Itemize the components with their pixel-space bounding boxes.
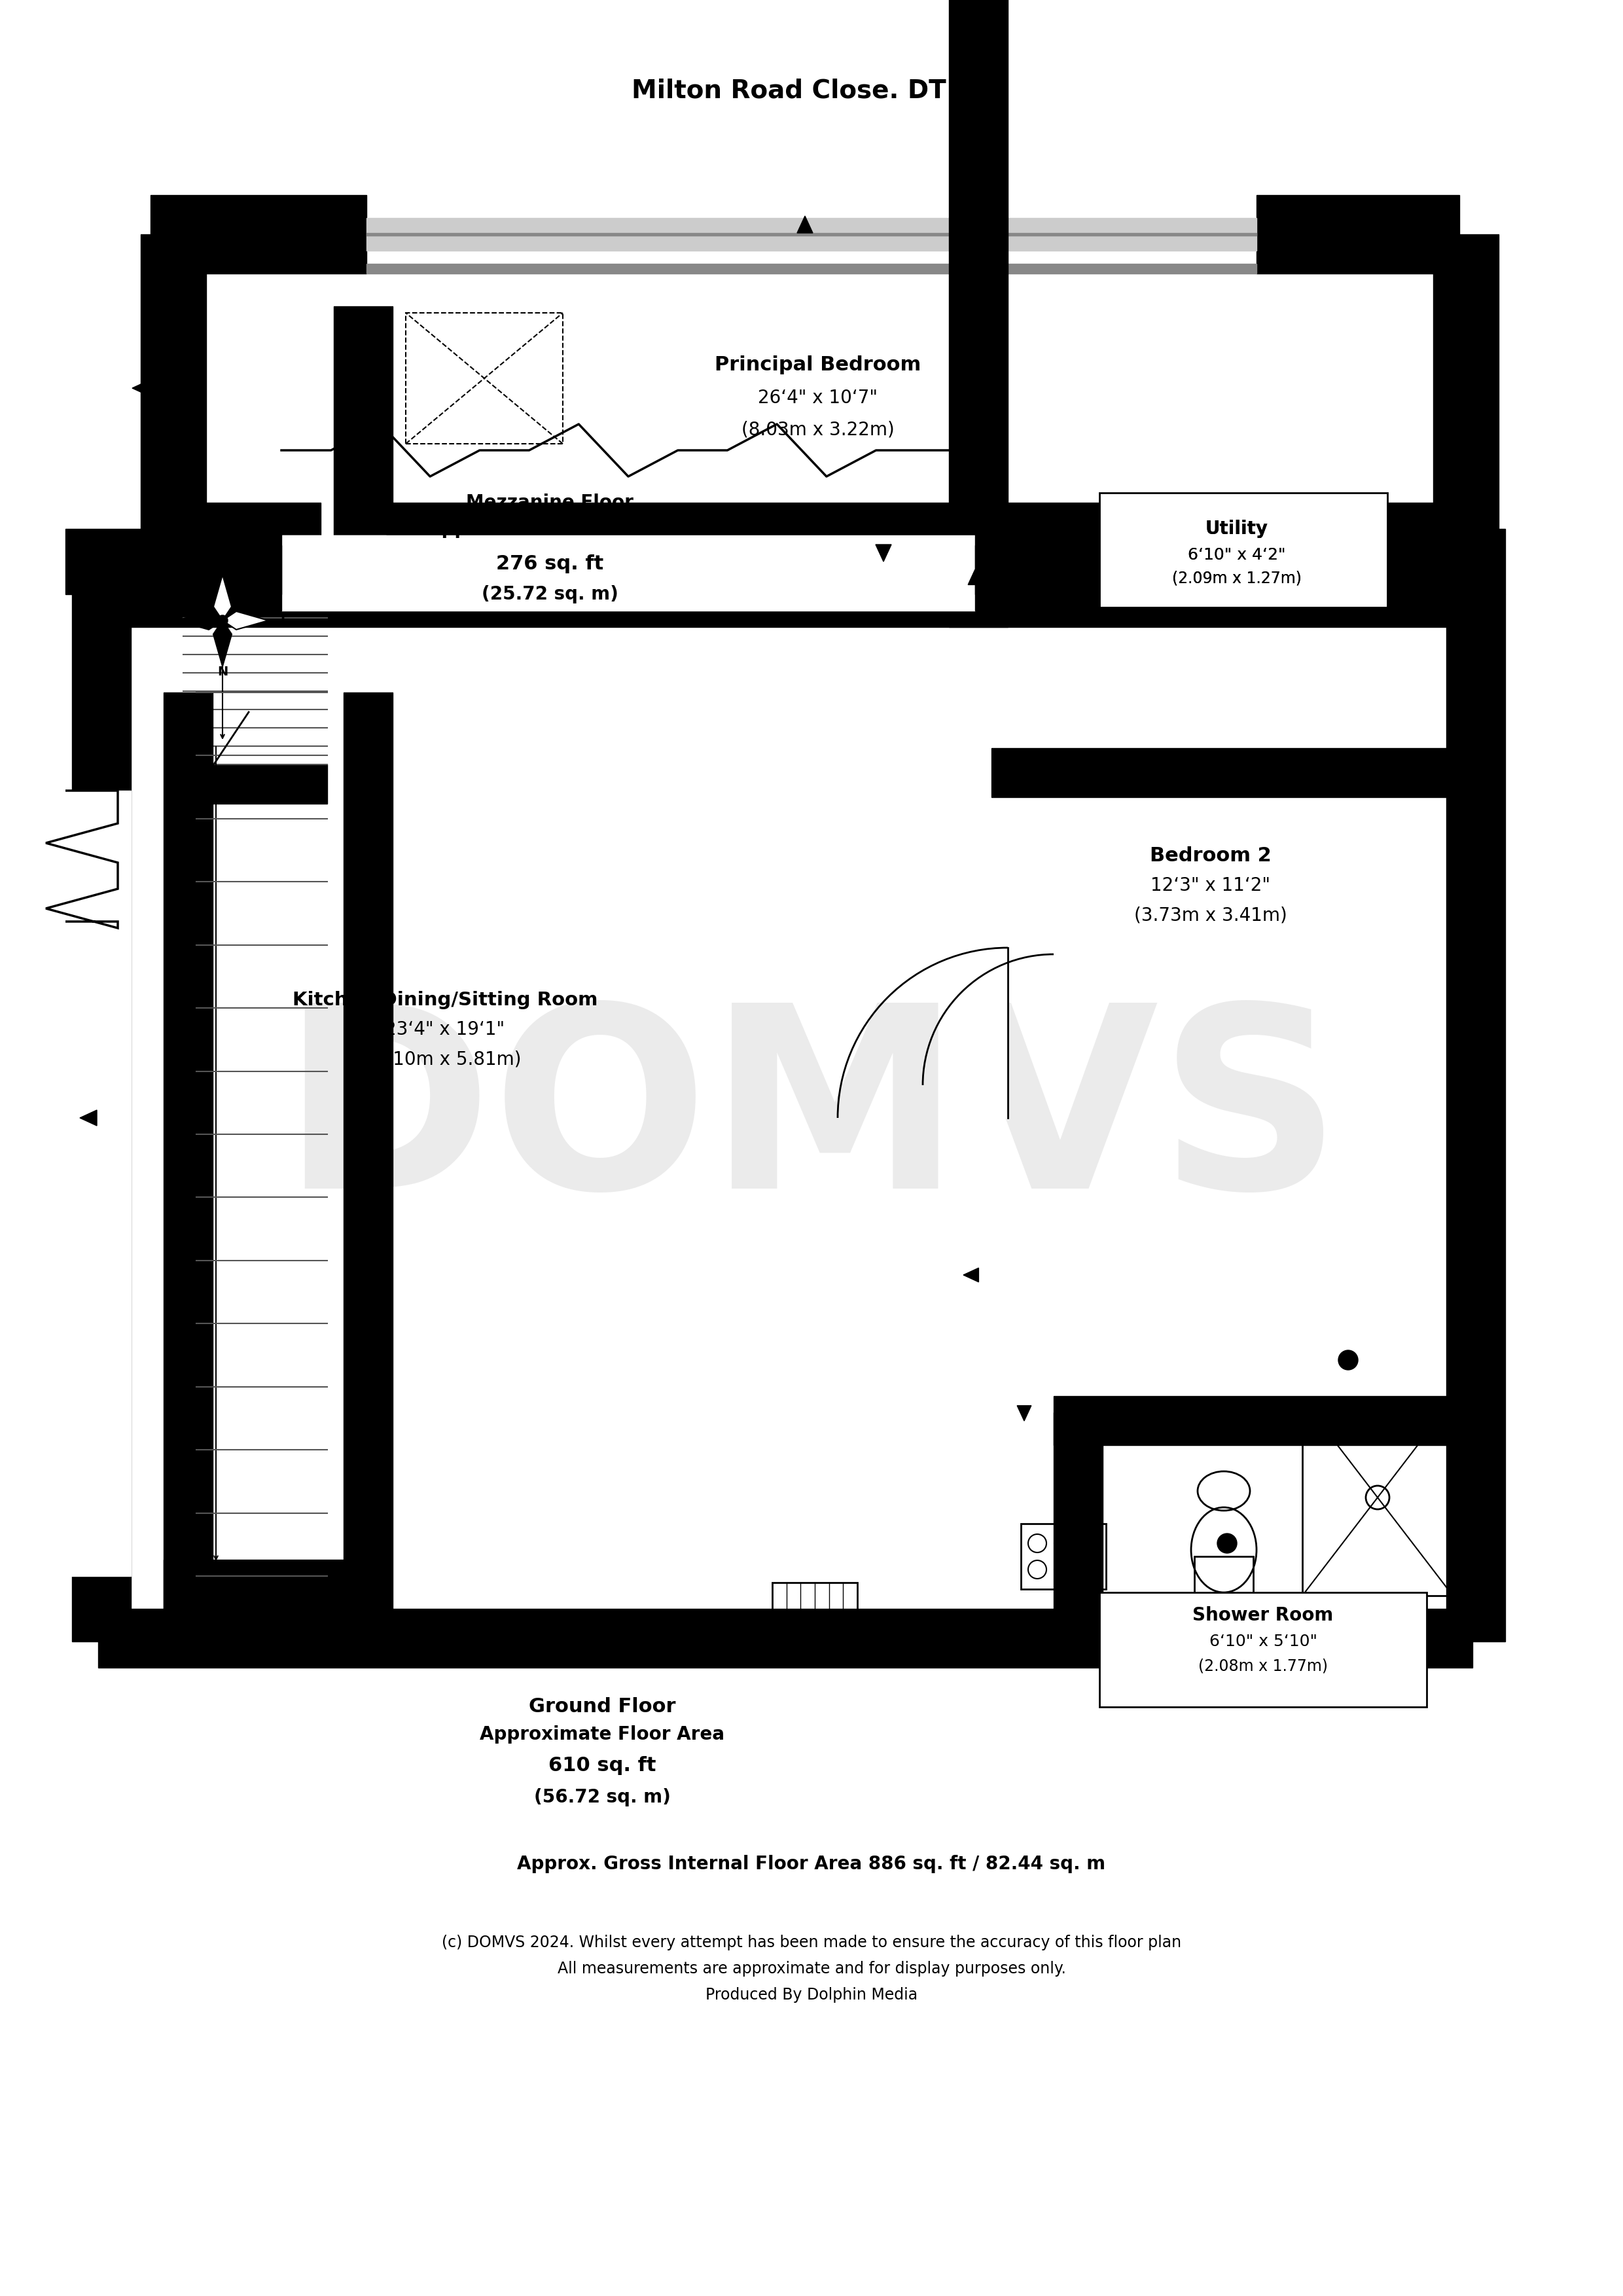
- Text: E: E: [281, 615, 289, 627]
- Text: Bedroom 2: Bedroom 2: [1151, 847, 1271, 866]
- Bar: [97, 567, 1472, 627]
- Bar: [1446, 595, 1505, 1642]
- Polygon shape: [1018, 1405, 1031, 1421]
- Text: (2.09m x 1.27m): (2.09m x 1.27m): [1172, 569, 1302, 585]
- Bar: [949, 0, 1008, 627]
- Bar: [1256, 195, 1459, 273]
- Text: Produced By Dolphin Media: Produced By Dolphin Media: [706, 1986, 917, 2002]
- Bar: [1302, 1398, 1453, 1596]
- Circle shape: [1339, 1350, 1358, 1371]
- Bar: [65, 528, 281, 595]
- Bar: [164, 1559, 360, 1609]
- Polygon shape: [131, 381, 149, 395]
- Bar: [354, 503, 1459, 581]
- Text: (3.73m x 3.41m): (3.73m x 3.41m): [1134, 907, 1287, 925]
- Text: (2.08m x 1.77m): (2.08m x 1.77m): [1198, 1658, 1328, 1674]
- Text: Principal Bedroom: Principal Bedroom: [714, 356, 922, 374]
- Polygon shape: [876, 544, 891, 563]
- Bar: [183, 535, 386, 602]
- Polygon shape: [516, 1644, 531, 1660]
- Polygon shape: [1079, 1405, 1094, 1421]
- Text: Approx. Gross Internal Floor Area 886 sq. ft / 82.44 sq. m: Approx. Gross Internal Floor Area 886 sq…: [518, 1855, 1105, 1874]
- Polygon shape: [964, 1267, 979, 1281]
- Polygon shape: [1235, 1644, 1251, 1660]
- Text: Shower Room: Shower Room: [1193, 1607, 1334, 1626]
- Bar: [71, 595, 131, 1642]
- Text: 6‘10" x 4‘2": 6‘10" x 4‘2": [1188, 546, 1285, 563]
- Bar: [406, 312, 563, 443]
- Bar: [65, 790, 131, 1575]
- Bar: [773, 1582, 857, 1635]
- Polygon shape: [177, 611, 222, 629]
- Bar: [367, 227, 1256, 273]
- Bar: [367, 264, 1256, 273]
- Text: N: N: [217, 666, 227, 677]
- Text: 23‘4" x 19‘1": 23‘4" x 19‘1": [385, 1019, 505, 1038]
- Text: Utility: Utility: [1206, 519, 1268, 537]
- Text: Utility: Utility: [1206, 519, 1268, 537]
- Polygon shape: [1461, 381, 1477, 395]
- Text: (56.72 sq. m): (56.72 sq. m): [534, 1789, 670, 1807]
- Bar: [183, 765, 328, 804]
- Bar: [97, 544, 281, 611]
- Bar: [1021, 1525, 1105, 1589]
- Bar: [334, 305, 393, 581]
- Text: Kitchen/Dining/Sitting Room: Kitchen/Dining/Sitting Room: [292, 992, 597, 1010]
- Bar: [975, 544, 1472, 611]
- Polygon shape: [213, 620, 232, 666]
- Bar: [367, 232, 1256, 236]
- Bar: [164, 693, 213, 1609]
- Text: S: S: [217, 563, 227, 576]
- Bar: [344, 693, 393, 1609]
- Text: 6‘10" x 5‘10": 6‘10" x 5‘10": [1209, 1635, 1316, 1649]
- Text: 610 sq. ft: 610 sq. ft: [549, 1756, 656, 1775]
- Polygon shape: [967, 569, 982, 585]
- Bar: [151, 195, 367, 273]
- Bar: [1195, 1557, 1253, 1596]
- Bar: [1099, 1593, 1427, 1706]
- Polygon shape: [213, 574, 232, 620]
- Text: (c) DOMVS 2024. Whilst every attempt has been made to ensure the accuracy of thi: (c) DOMVS 2024. Whilst every attempt has…: [441, 1936, 1182, 1949]
- Text: DOMVS: DOMVS: [281, 994, 1342, 1242]
- Bar: [281, 535, 975, 611]
- Polygon shape: [80, 1109, 97, 1125]
- Polygon shape: [222, 611, 268, 629]
- Bar: [1099, 494, 1388, 608]
- Text: All measurements are approximate and for display purposes only.: All measurements are approximate and for…: [557, 1961, 1066, 1977]
- Text: 6‘10" x 4‘2": 6‘10" x 4‘2": [1188, 546, 1285, 563]
- Text: Milton Road Close. DT11.: Milton Road Close. DT11.: [631, 78, 992, 103]
- Bar: [1433, 234, 1498, 542]
- Text: 12‘3" x 11‘2": 12‘3" x 11‘2": [1151, 877, 1271, 895]
- Polygon shape: [797, 216, 813, 232]
- Text: 26‘4" x 10‘7": 26‘4" x 10‘7": [758, 388, 878, 406]
- Text: 276 sq. ft: 276 sq. ft: [497, 553, 604, 574]
- Text: (7.10m x 5.81m): (7.10m x 5.81m): [368, 1049, 521, 1068]
- Text: (25.72 sq. m): (25.72 sq. m): [482, 585, 618, 604]
- Circle shape: [217, 615, 227, 627]
- Bar: [151, 503, 321, 581]
- Bar: [141, 234, 206, 542]
- Bar: [151, 503, 183, 581]
- Text: Approximate Floor Area: Approximate Floor Area: [480, 1724, 724, 1743]
- Bar: [367, 218, 1256, 250]
- Bar: [97, 1609, 1472, 1667]
- Bar: [992, 748, 1456, 797]
- Text: (2.09m x 1.27m): (2.09m x 1.27m): [1172, 569, 1302, 585]
- Text: Mezzanine Floor
Approximate Floor Area: Mezzanine Floor Approximate Floor Area: [427, 494, 672, 537]
- Bar: [1053, 1412, 1102, 1609]
- Circle shape: [1217, 1534, 1237, 1552]
- Bar: [975, 528, 1505, 595]
- Bar: [1053, 1396, 1472, 1444]
- Text: Ground Floor: Ground Floor: [529, 1697, 675, 1717]
- Polygon shape: [1474, 1109, 1492, 1125]
- Text: W: W: [151, 615, 166, 627]
- Bar: [949, 948, 1008, 1118]
- Text: (8.03m x 3.22m): (8.03m x 3.22m): [742, 420, 894, 439]
